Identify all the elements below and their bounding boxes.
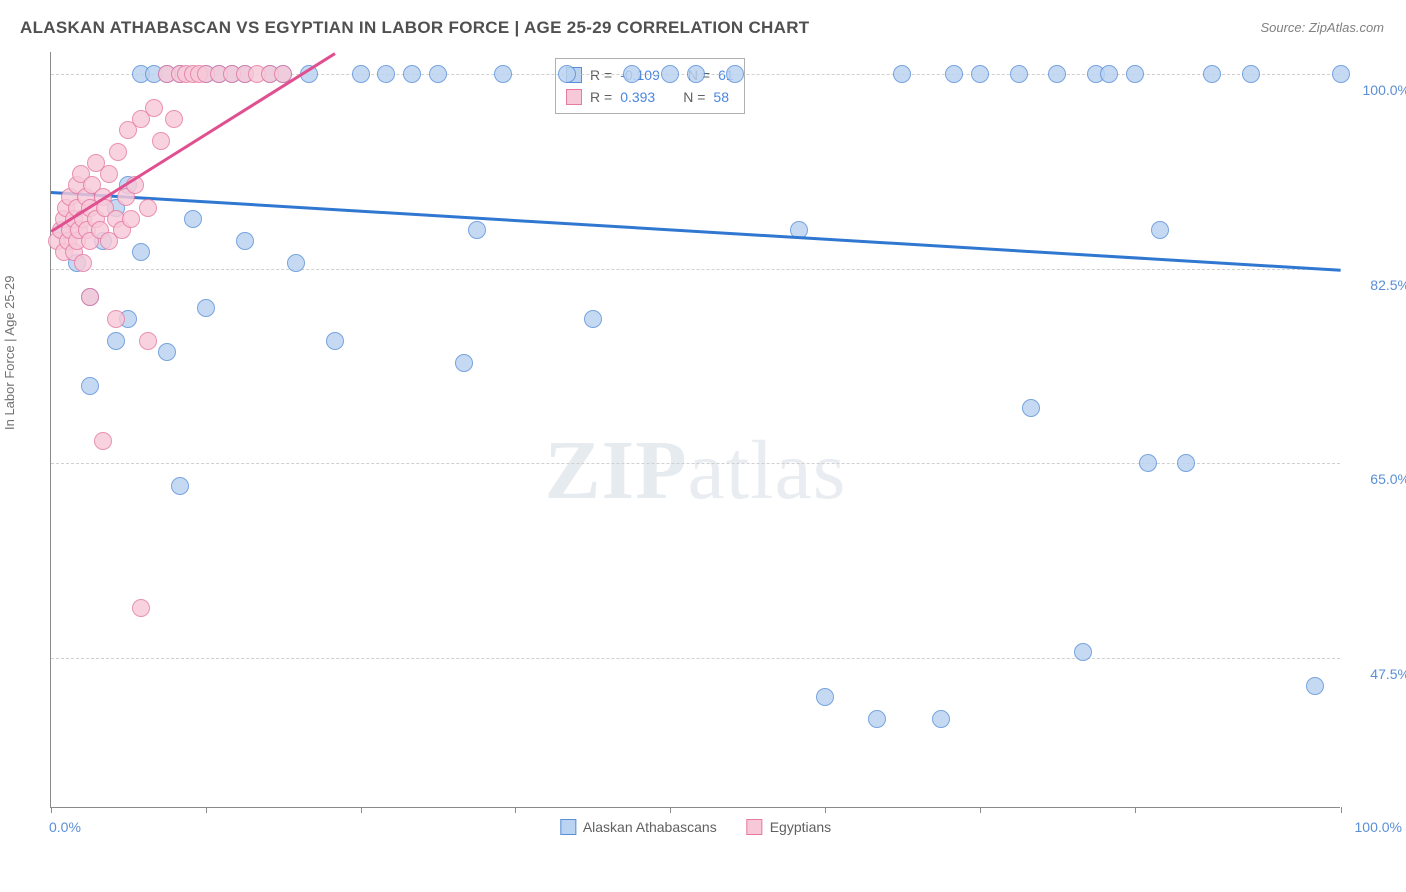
data-point xyxy=(1100,65,1118,83)
data-point xyxy=(429,65,447,83)
data-point xyxy=(1151,221,1169,239)
data-point xyxy=(171,477,189,495)
y-axis-label: In Labor Force | Age 25-29 xyxy=(2,276,17,430)
data-point xyxy=(1306,677,1324,695)
x-tick-mark xyxy=(361,807,362,813)
legend-r-label: R = xyxy=(590,89,612,105)
data-point xyxy=(145,99,163,117)
series-legend: Alaskan Athabascans Egyptians xyxy=(560,819,831,835)
data-point xyxy=(377,65,395,83)
correlation-legend: R = -0.109 N = 61 R = 0.393 N = 58 xyxy=(555,58,745,114)
x-tick-mark xyxy=(1135,807,1136,813)
data-point xyxy=(107,310,125,328)
data-point xyxy=(1242,65,1260,83)
data-point xyxy=(107,332,125,350)
data-point xyxy=(661,65,679,83)
x-tick-mark xyxy=(670,807,671,813)
x-tick-mark xyxy=(206,807,207,813)
data-point xyxy=(494,65,512,83)
data-point xyxy=(468,221,486,239)
data-point xyxy=(1048,65,1066,83)
data-point xyxy=(816,688,834,706)
data-point xyxy=(1139,454,1157,472)
data-point xyxy=(1177,454,1195,472)
data-point xyxy=(623,65,641,83)
data-point xyxy=(132,599,150,617)
data-point xyxy=(74,254,92,272)
data-point xyxy=(558,65,576,83)
data-point xyxy=(1022,399,1040,417)
data-point xyxy=(1203,65,1221,83)
data-point xyxy=(287,254,305,272)
data-point xyxy=(100,165,118,183)
data-point xyxy=(81,377,99,395)
legend-swatch xyxy=(566,89,582,105)
data-point xyxy=(352,65,370,83)
data-point xyxy=(1126,65,1144,83)
data-point xyxy=(868,710,886,728)
x-tick-label: 0.0% xyxy=(49,819,81,835)
data-point xyxy=(971,65,989,83)
y-tick-label: 82.5% xyxy=(1370,277,1406,293)
x-tick-label: 100.0% xyxy=(1355,819,1402,835)
data-point xyxy=(455,354,473,372)
y-tick-label: 65.0% xyxy=(1370,471,1406,487)
legend-item-label: Egyptians xyxy=(770,819,831,835)
y-tick-label: 100.0% xyxy=(1363,82,1406,98)
data-point xyxy=(158,343,176,361)
watermark-zip: ZIP xyxy=(545,424,688,517)
x-tick-mark xyxy=(1341,807,1342,813)
gridline xyxy=(51,658,1340,659)
data-point xyxy=(584,310,602,328)
legend-row-series-b: R = 0.393 N = 58 xyxy=(566,86,734,108)
data-point xyxy=(945,65,963,83)
watermark: ZIPatlas xyxy=(545,422,847,519)
data-point xyxy=(81,288,99,306)
x-tick-mark xyxy=(980,807,981,813)
data-point xyxy=(139,332,157,350)
data-point xyxy=(165,110,183,128)
data-point xyxy=(1010,65,1028,83)
data-point xyxy=(326,332,344,350)
legend-item-label: Alaskan Athabascans xyxy=(583,819,717,835)
chart-title: ALASKAN ATHABASCAN VS EGYPTIAN IN LABOR … xyxy=(20,18,809,38)
plot-area: ZIPatlas R = -0.109 N = 61 R = 0.393 N =… xyxy=(50,52,1340,808)
data-point xyxy=(197,299,215,317)
legend-n-label: N = xyxy=(683,89,705,105)
x-tick-mark xyxy=(51,807,52,813)
data-point xyxy=(726,65,744,83)
data-point xyxy=(932,710,950,728)
data-point xyxy=(1332,65,1350,83)
legend-item: Alaskan Athabascans xyxy=(560,819,717,835)
x-tick-mark xyxy=(825,807,826,813)
data-point xyxy=(893,65,911,83)
legend-r-value: 0.393 xyxy=(620,89,655,105)
data-point xyxy=(152,132,170,150)
data-point xyxy=(122,210,140,228)
data-point xyxy=(94,432,112,450)
data-point xyxy=(687,65,705,83)
data-point xyxy=(132,243,150,261)
data-point xyxy=(1074,643,1092,661)
data-point xyxy=(184,210,202,228)
legend-swatch xyxy=(560,819,576,835)
data-point xyxy=(236,232,254,250)
legend-item: Egyptians xyxy=(747,819,831,835)
gridline xyxy=(51,269,1340,270)
x-tick-mark xyxy=(515,807,516,813)
y-tick-label: 47.5% xyxy=(1370,666,1406,682)
legend-n-value: 58 xyxy=(713,89,729,105)
data-point xyxy=(109,143,127,161)
watermark-atlas: atlas xyxy=(688,424,847,517)
source-credit: Source: ZipAtlas.com xyxy=(1260,20,1384,35)
chart-container: ALASKAN ATHABASCAN VS EGYPTIAN IN LABOR … xyxy=(0,0,1406,892)
data-point xyxy=(139,199,157,217)
data-point xyxy=(403,65,421,83)
legend-swatch xyxy=(747,819,763,835)
